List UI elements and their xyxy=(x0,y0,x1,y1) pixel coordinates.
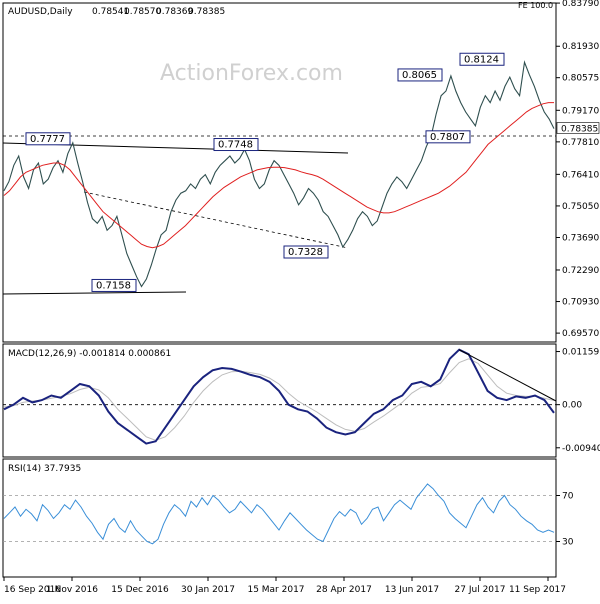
price-tick-label: 0.70930 xyxy=(562,298,599,308)
annotation-box xyxy=(397,68,443,82)
price-tick-label: 0.73690 xyxy=(562,233,599,243)
price-tick-label: 0.79170 xyxy=(562,106,599,116)
price-tick-label: 0.69570 xyxy=(562,329,599,339)
x-tick-label: 30 Jan 2017 xyxy=(181,585,235,595)
x-tick-label: 13 Jun 2017 xyxy=(385,585,439,595)
annotation-box xyxy=(213,138,259,152)
annotation-label: 0.7777 xyxy=(30,134,65,145)
macd-trend-line xyxy=(458,349,557,402)
macd-tick-label: 0.00 xyxy=(562,401,582,411)
price-tick-label: 0.72290 xyxy=(562,266,599,276)
annotation-label: 0.7158 xyxy=(96,280,131,291)
current-price-tag xyxy=(556,122,600,134)
symbol-label: AUDUSD,Daily xyxy=(8,7,73,17)
macd-label: MACD(12,26,9) -0.001814 0.000861 xyxy=(8,349,171,359)
rsi-label: RSI(14) 37.7935 xyxy=(8,464,81,474)
x-tick-label: 15 Dec 2016 xyxy=(111,585,169,595)
x-tick-label: 28 Apr 2017 xyxy=(316,585,372,595)
macd-signal-line xyxy=(3,358,555,441)
annotation-box xyxy=(25,132,71,146)
ohlc-low: 0.78369 xyxy=(156,7,193,17)
annotation-label: 0.8065 xyxy=(402,70,437,81)
rsi-panel-frame xyxy=(2,458,557,578)
macd-tick-label: -0.009408 xyxy=(562,444,600,454)
rsi-tick-label: 30 xyxy=(562,538,574,548)
price-tick-label: 0.76410 xyxy=(562,170,599,180)
annotation-label: 0.8124 xyxy=(464,54,499,65)
annotation-label: 0.7748 xyxy=(218,140,253,151)
x-tick-label: 1 Nov 2016 xyxy=(46,585,98,595)
annotation-box xyxy=(283,245,329,259)
macd-tick-label: 0.01159 xyxy=(562,348,599,358)
ohlc-open: 0.78541 xyxy=(92,7,129,17)
sma-line xyxy=(3,102,554,249)
annotation-box xyxy=(425,130,471,144)
x-tick-label: 16 Sep 2016 xyxy=(4,585,61,595)
price-tick-label: 0.81930 xyxy=(562,42,599,52)
price-tick-label: 0.75050 xyxy=(562,202,599,212)
annotation-box xyxy=(91,278,137,292)
price-tick-label: 0.77810 xyxy=(562,138,599,148)
rsi-line xyxy=(3,483,555,545)
price-tick-label: 0.80575 xyxy=(562,74,599,84)
corner-label: FE 100.0 xyxy=(518,1,553,10)
watermark: ActionForex.com xyxy=(160,61,343,86)
ohlc-close: 0.78385 xyxy=(188,7,225,17)
macd-panel-frame xyxy=(2,343,557,458)
x-tick-label: 27 Jul 2017 xyxy=(455,585,506,595)
ohlc-high: 0.78570 xyxy=(124,7,161,17)
x-tick-label: 11 Sep 2017 xyxy=(509,585,566,595)
lower-horizontal-line xyxy=(2,291,187,295)
x-tick-label: 15 Mar 2017 xyxy=(247,585,304,595)
rsi-tick-label: 70 xyxy=(562,492,574,502)
price-tick-label: 0.83790 xyxy=(562,0,599,9)
annotation-label: 0.7328 xyxy=(288,247,323,258)
dashed-support-line xyxy=(83,191,349,249)
price-line xyxy=(3,60,555,288)
annotation-box xyxy=(459,52,505,66)
annotation-label: 0.7807 xyxy=(430,132,465,143)
current-price-label: 0.78385 xyxy=(561,125,598,135)
